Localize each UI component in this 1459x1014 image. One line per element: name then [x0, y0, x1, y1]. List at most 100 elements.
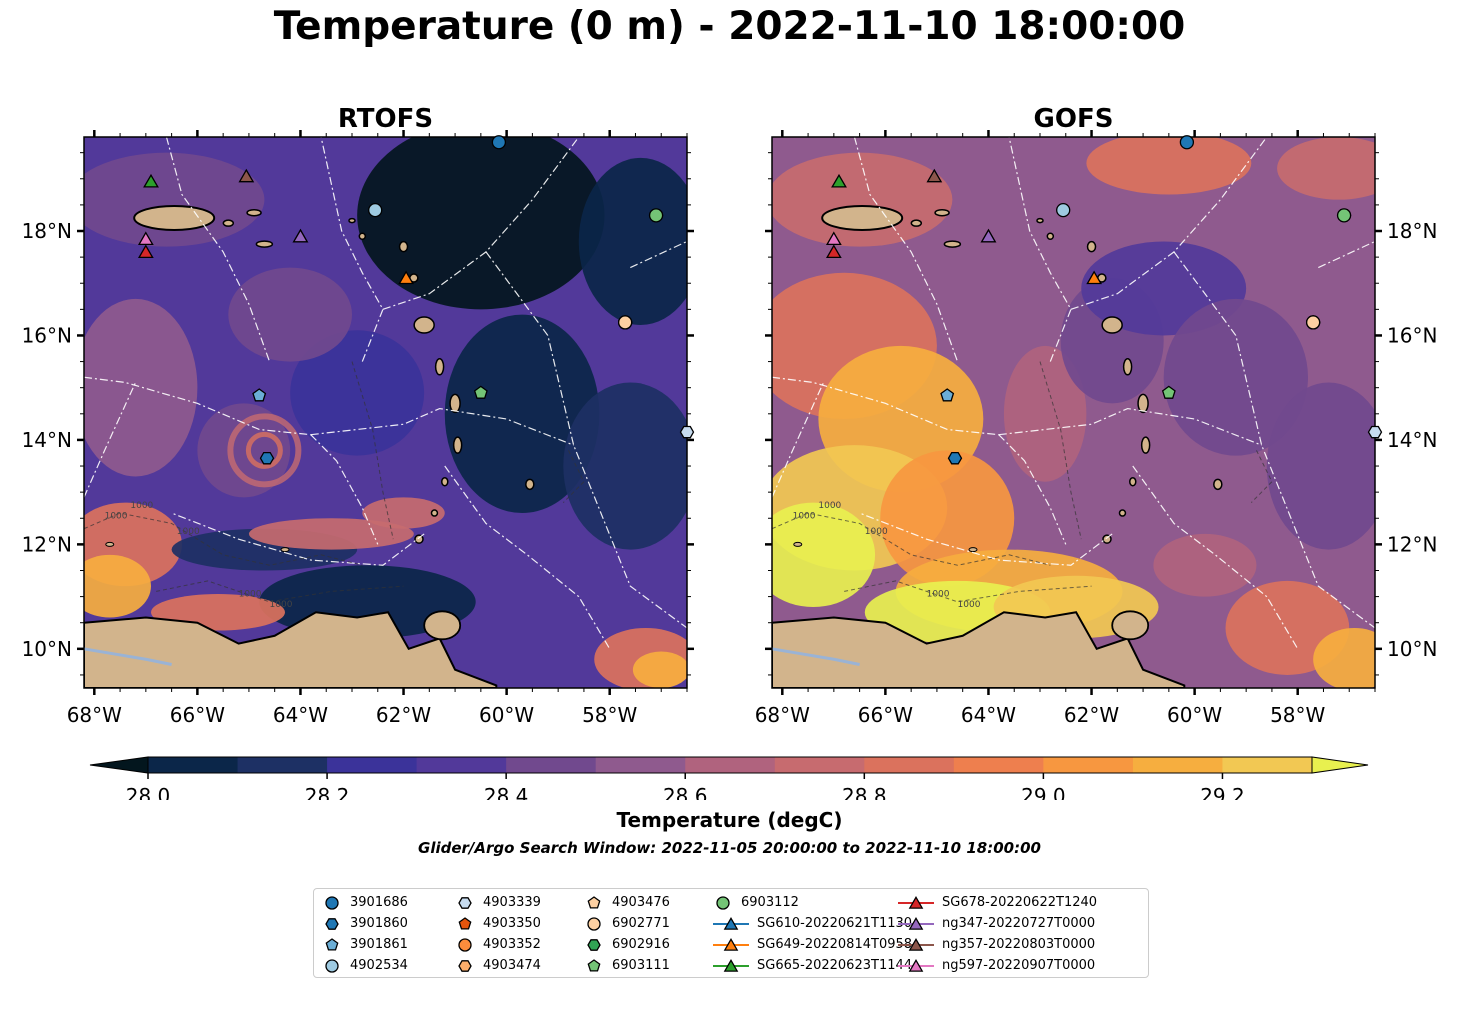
legend-item: 4903352	[453, 934, 541, 955]
marker-SG678-20220622T1240	[137, 244, 154, 259]
marker-ng597-20220907T0000	[825, 231, 842, 246]
marker-6903112	[1336, 208, 1352, 223]
lat-tick-label: 18°N	[22, 219, 72, 243]
colorbar-tick-label: 29.0	[1021, 784, 1066, 800]
lon-tick-label: 60°W	[479, 703, 534, 727]
legend-label: 4903339	[483, 895, 541, 910]
lon-tick-label: 60°W	[1167, 703, 1222, 727]
colorbar-segment	[685, 757, 776, 773]
lat-tick-label: 12°N	[1387, 532, 1437, 556]
legend-marker	[723, 958, 739, 972]
search-window-text: Glider/Argo Search Window: 2022-11-05 20…	[418, 839, 1041, 857]
colorbar-label: Temperature (degC)	[616, 808, 843, 832]
legend-label: ng597-20220907T0000	[942, 958, 1096, 973]
colorbar-segment	[864, 757, 955, 773]
lon-tick-label: 64°W	[961, 703, 1016, 727]
legend-marker	[458, 959, 472, 972]
legend-column: SG678-20220622T1240 ng347-20220727T0000 ng…	[896, 892, 1097, 976]
colorbar-segment	[237, 757, 328, 773]
contour-label: 1000	[818, 501, 841, 511]
legend-symbol-icon	[713, 958, 749, 972]
marker-6902771	[1306, 315, 1321, 330]
legend-symbol-icon	[898, 895, 934, 909]
marker-4903339	[679, 425, 695, 439]
markers-gofs	[825, 135, 1383, 465]
marker-ng597-20220907T0000	[137, 231, 154, 246]
legend-item: 4903474	[453, 955, 541, 976]
contour-label: 1000	[958, 600, 981, 610]
legend-symbol-icon	[716, 895, 730, 910]
legend-marker	[723, 916, 739, 930]
legend-label: 6903111	[612, 958, 670, 973]
marker-legend: 3901686 3901860 3901861 4902534 4903339 49033…	[313, 888, 1149, 978]
lon-tick-label: 66°W	[858, 703, 913, 727]
marker-4903339	[1367, 425, 1383, 439]
panel-title-rtofs: RTOFS	[338, 104, 433, 134]
legend-symbol-icon	[458, 937, 472, 952]
legend-column: 4903339 4903350 4903352 4903474	[453, 892, 541, 976]
legend-symbol-icon	[458, 896, 472, 909]
colorbar-segment	[506, 757, 597, 773]
marker-3901686	[491, 135, 507, 150]
colorbar-tick-label: 28.6	[663, 784, 708, 800]
legend-symbol-icon	[898, 916, 934, 930]
legend-symbol-icon	[587, 895, 601, 909]
legend-symbol-icon	[325, 958, 339, 973]
marker-ng347-20220727T0000	[980, 228, 997, 243]
marker-ng347-20220727T0000	[292, 228, 309, 243]
markers-rtofs	[137, 135, 695, 465]
legend-item: SG665-20220623T1144	[711, 955, 912, 976]
contour-label: 1000	[927, 590, 950, 600]
colorbar-segment	[1222, 757, 1313, 773]
contour-label: 1000	[130, 501, 153, 511]
legend-item: 6902771	[582, 913, 670, 934]
legend-label: 4903352	[483, 937, 541, 952]
contour-label: 1000	[865, 527, 888, 537]
legend-label: SG678-20220622T1240	[942, 895, 1098, 910]
colorbar-segment	[774, 757, 865, 773]
legend-symbol-icon	[898, 937, 934, 951]
legend-marker	[908, 916, 924, 930]
colorbar-segment	[953, 757, 1044, 773]
colorbar-segment	[1132, 757, 1223, 773]
marker-SG678-20220622T1240	[825, 244, 842, 259]
legend-label: 4902534	[350, 958, 408, 973]
legend-item: 6903112	[711, 892, 912, 913]
legend-label: 4903474	[483, 958, 541, 973]
legend-item: SG649-20220814T0958	[711, 934, 912, 955]
contour-label: 1000	[105, 511, 128, 521]
contour-label: 1000	[270, 600, 293, 610]
lon-tick-label: 64°W	[273, 703, 328, 727]
colorbar-segment	[595, 757, 686, 773]
marker-SG649-20220814T0958	[398, 270, 415, 285]
legend-marker	[458, 916, 472, 930]
legend-marker	[908, 895, 924, 909]
legend-marker	[908, 937, 924, 951]
legend-marker	[325, 917, 339, 930]
marker-ng357-20220803T0000	[238, 168, 255, 183]
marker-SG665-20220623T1144	[831, 173, 847, 188]
legend-marker	[723, 937, 739, 951]
colorbar-tick-label: 29.2	[1200, 784, 1245, 800]
legend-column: 3901686 3901860 3901861 4902534	[320, 892, 408, 976]
colorbar-segment	[1043, 757, 1134, 773]
legend-item: 3901860	[320, 913, 408, 934]
legend-symbol-icon	[325, 895, 339, 910]
legend-label: 3901861	[350, 937, 408, 952]
legend-label: ng347-20220727T0000	[942, 916, 1096, 931]
legend-item: 4903339	[453, 892, 541, 913]
legend-column: 4903476 6902771 6902916 6903111	[582, 892, 670, 976]
legend-symbol-icon	[458, 916, 472, 930]
lon-tick-label: 68°W	[755, 703, 810, 727]
lon-tick-label: 68°W	[67, 703, 122, 727]
legend-marker	[908, 958, 924, 972]
marker-6903112	[648, 208, 664, 223]
legend-marker	[325, 958, 339, 973]
figure-title: Temperature (0 m) - 2022-11-10 18:00:00	[273, 4, 1186, 49]
colorbar-tick-label: 28.4	[484, 784, 529, 800]
legend-marker	[587, 958, 601, 972]
legend-item: 3901861	[320, 934, 408, 955]
